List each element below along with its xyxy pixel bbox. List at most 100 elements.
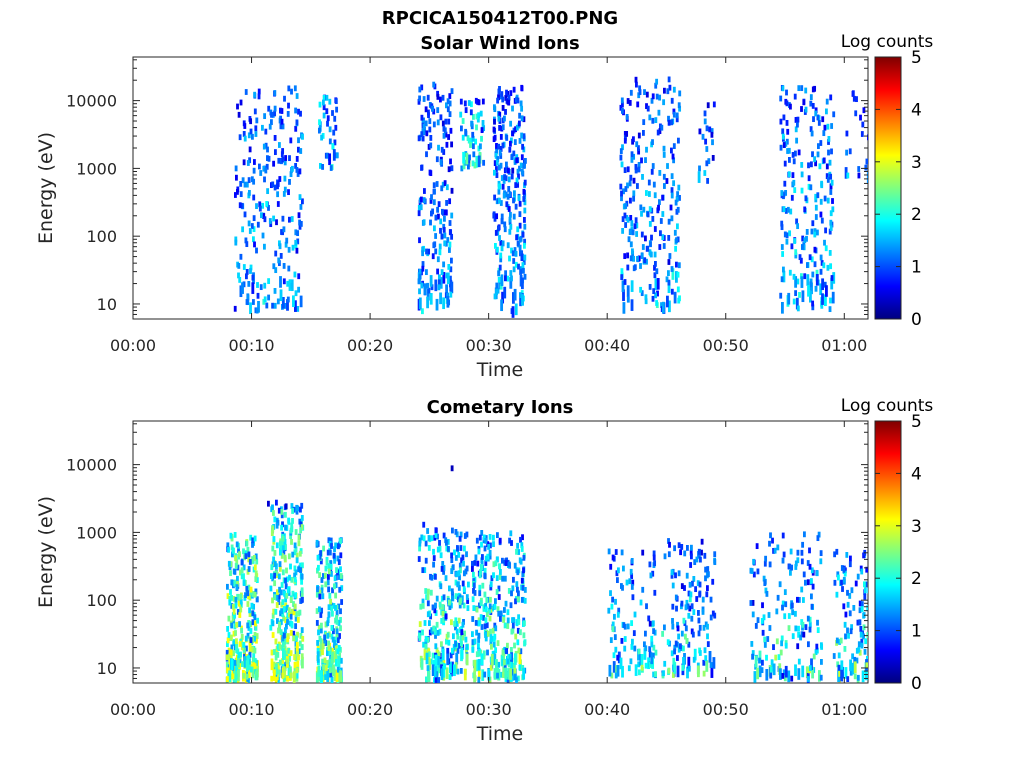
heatmap-cell <box>326 670 330 683</box>
heatmap-cell <box>479 143 482 150</box>
heatmap-cell <box>300 573 304 580</box>
x-tick-label: 00:50 <box>703 700 749 719</box>
heatmap-cell <box>279 123 283 130</box>
heatmap-cell <box>239 253 243 260</box>
heatmap-cell <box>840 565 844 571</box>
heatmap-cell <box>263 282 267 289</box>
heatmap-cell <box>686 603 690 610</box>
heatmap-cell <box>446 631 450 638</box>
heatmap-cell <box>524 158 527 164</box>
heatmap-cell <box>860 606 864 612</box>
heatmap-cell <box>504 109 507 115</box>
heatmap-cell <box>288 574 291 581</box>
heatmap-cell <box>321 643 325 650</box>
heatmap-cell <box>446 98 450 105</box>
heatmap-cell <box>796 121 799 128</box>
heatmap-cell <box>653 251 657 258</box>
heatmap-cell <box>791 609 795 616</box>
heatmap-cell <box>242 580 246 587</box>
heatmap-cell <box>789 103 792 110</box>
heatmap-cell <box>503 221 507 228</box>
heatmap-cell <box>782 142 786 148</box>
heatmap-cell <box>499 256 503 263</box>
heatmap-cell <box>322 573 325 579</box>
heatmap-cell <box>289 672 293 679</box>
heatmap-cell <box>697 610 700 616</box>
heatmap-cell <box>296 650 299 657</box>
heatmap-cell <box>813 85 817 92</box>
heatmap-cell <box>508 216 512 223</box>
heatmap-cell <box>439 552 443 559</box>
heatmap-cell <box>697 665 700 678</box>
heatmap-cell <box>499 146 503 152</box>
heatmap-cell <box>473 659 477 672</box>
heatmap-cell <box>656 290 659 297</box>
heatmap-cell <box>234 630 237 636</box>
heatmap-cell <box>286 636 289 643</box>
heatmap-cell <box>336 666 340 673</box>
heatmap-cell <box>236 575 239 582</box>
heatmap-cell <box>496 246 499 253</box>
heatmap-cell <box>459 640 463 647</box>
heatmap-cell <box>233 569 237 575</box>
heatmap-cell <box>281 215 285 222</box>
heatmap-cell <box>670 572 674 579</box>
heatmap-cell <box>822 262 826 269</box>
heatmap-cell <box>698 591 702 598</box>
heatmap-cell <box>230 644 234 651</box>
heatmap-cell <box>491 627 495 634</box>
x-tick-label: 01:00 <box>821 700 867 719</box>
heatmap-cell <box>620 195 623 202</box>
heatmap-cell <box>860 568 864 575</box>
heatmap-cell <box>290 282 294 289</box>
heatmap-cell <box>670 215 674 222</box>
heatmap-cell <box>272 661 276 674</box>
heatmap-cell <box>446 647 450 654</box>
heatmap-cell <box>676 191 680 198</box>
heatmap-cell <box>499 200 503 206</box>
heatmap-cell <box>822 157 826 164</box>
heatmap-cell <box>322 112 326 119</box>
heatmap-cell <box>291 590 295 597</box>
heatmap-cell <box>420 114 424 121</box>
heatmap-cell <box>690 544 693 551</box>
heatmap-cell <box>488 534 492 540</box>
heatmap-cell <box>771 537 774 544</box>
heatmap-cell <box>509 270 513 276</box>
heatmap-cell <box>678 90 682 97</box>
heatmap-cell <box>640 253 644 260</box>
heatmap-cell <box>419 603 423 610</box>
heatmap-cell <box>640 654 644 666</box>
heatmap-cell <box>492 136 496 143</box>
heatmap-cell <box>472 151 476 158</box>
heatmap-cell <box>752 558 756 565</box>
heatmap-cell <box>459 636 463 642</box>
heatmap-cell <box>285 604 289 611</box>
heatmap-cell <box>515 620 519 627</box>
heatmap-cell <box>520 154 524 161</box>
heatmap-cell <box>670 97 674 104</box>
heatmap-cell <box>464 107 468 114</box>
heatmap-cell <box>670 119 674 126</box>
heatmap-cell <box>450 557 454 564</box>
heatmap-cell <box>516 226 520 233</box>
heatmap-cell <box>245 645 248 652</box>
heatmap-cell <box>328 98 332 105</box>
heatmap-cell <box>434 629 437 635</box>
heatmap-cell <box>629 215 633 221</box>
heatmap-cell <box>765 669 769 681</box>
heatmap-cell <box>511 627 515 634</box>
heatmap-cell <box>508 228 512 235</box>
heatmap-cell <box>814 193 818 200</box>
heatmap-cell <box>495 148 499 154</box>
heatmap-cell <box>648 620 652 627</box>
heatmap-cell <box>765 654 768 661</box>
heatmap-cell <box>301 656 304 669</box>
heatmap-cell <box>494 153 498 159</box>
heatmap-cell <box>640 231 644 238</box>
heatmap-cell <box>477 676 481 683</box>
heatmap-cell <box>654 278 658 290</box>
heatmap-cell <box>630 644 634 650</box>
heatmap-cell <box>515 234 519 241</box>
